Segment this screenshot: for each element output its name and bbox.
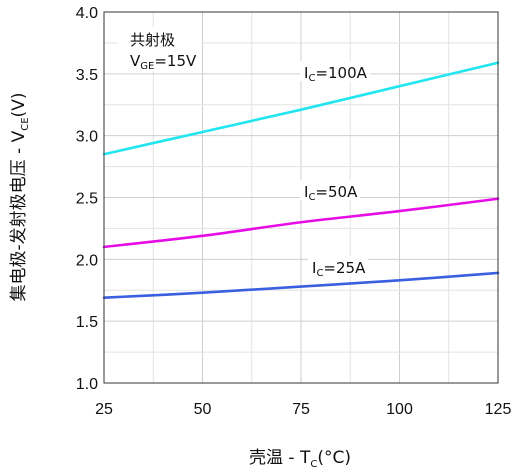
y-tick-label: 2.5 <box>76 191 98 208</box>
x-tick-label: 125 <box>485 401 512 418</box>
series-line-2 <box>102 271 500 299</box>
x-tick-label: 75 <box>292 401 310 418</box>
series-label-text: IC=50A <box>304 183 358 203</box>
series-label-bg <box>300 180 360 200</box>
y-tick-label: 2.0 <box>76 252 98 269</box>
series-label-text: IC=100A <box>304 64 368 84</box>
series-label-text: IC=25A <box>312 259 366 279</box>
annotation: 共射极 VGE=15V <box>118 27 202 72</box>
annotation-line1: 共射极 <box>130 31 175 49</box>
plot-frame <box>103 11 499 384</box>
y-tick-label: 3.0 <box>76 129 98 146</box>
annotation-line2: VGE=15V <box>130 52 197 72</box>
y-tick-label: 4.0 <box>76 5 98 22</box>
series-line-1 <box>102 197 500 249</box>
tick-labels: 25 50 75 100 125 1.0 1.5 2.0 2.5 3.0 3.5 4.0 <box>76 5 512 418</box>
series-label-bg <box>300 61 370 81</box>
y-tick-label: 1.0 <box>76 376 98 393</box>
x-axis-title: 壳温 - TC(°C) <box>249 448 351 470</box>
series-label-25a: IC=25A <box>308 256 368 279</box>
x-tick-label: 100 <box>386 401 413 418</box>
x-tick-label: 50 <box>194 401 212 418</box>
series-lines <box>102 61 500 299</box>
annotation-background <box>118 27 202 71</box>
y-tick-label: 3.5 <box>76 67 98 84</box>
x-tick-label: 25 <box>95 401 113 418</box>
series-label-bg <box>308 256 368 276</box>
y-axis-title: 集电极-发射极电压 - VCE(V) <box>9 93 31 302</box>
y-tick-label: 1.5 <box>76 314 98 331</box>
series-label-50a: IC=50A <box>300 180 360 203</box>
series-label-100a: IC=100A <box>300 61 370 84</box>
series-line-0 <box>102 61 500 156</box>
